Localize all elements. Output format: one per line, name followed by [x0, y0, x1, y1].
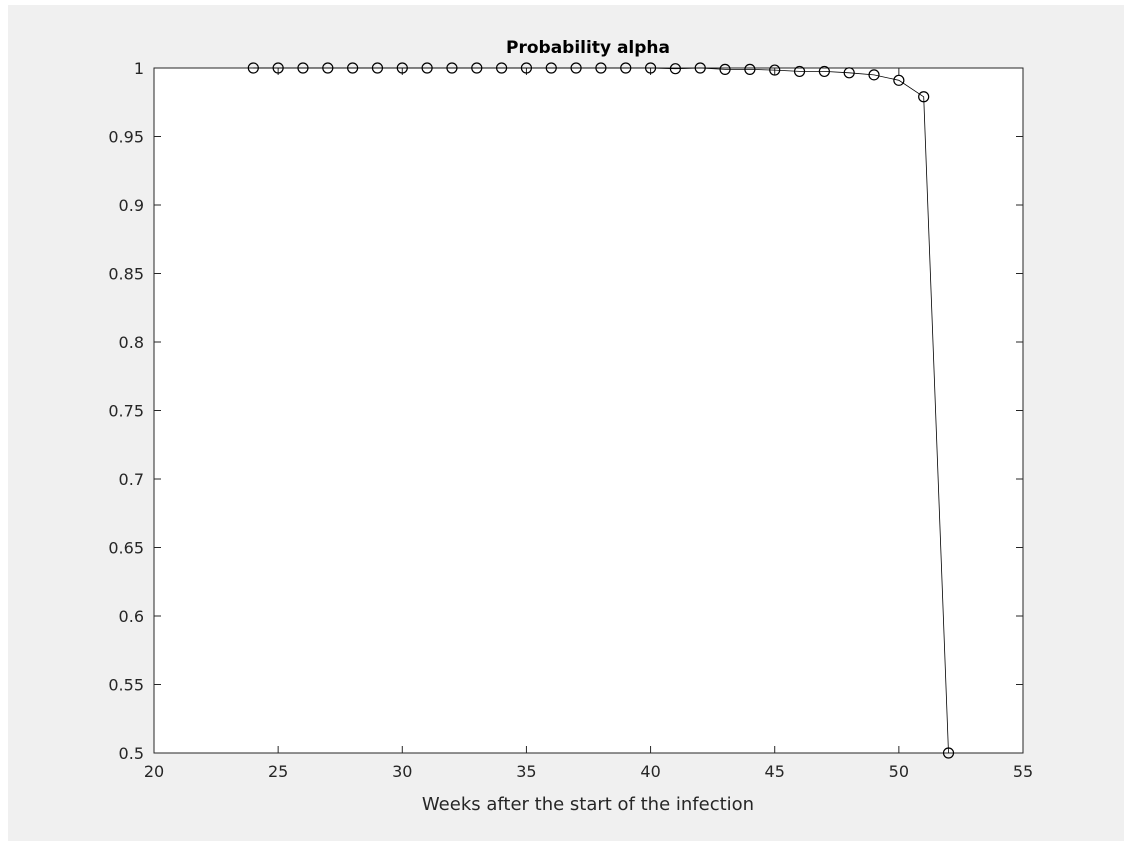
data-point-marker: [893, 74, 905, 86]
y-tick-label: 0.9: [119, 196, 144, 215]
x-tick-label: 45: [765, 762, 785, 781]
y-axis-ticks: 0.5 0.55 0.6 0.65 0.7 0.75 0.8 0.85 0.9 0.95 1: [108, 59, 1023, 763]
plot-area: [154, 68, 1023, 753]
data-point-marker: [843, 67, 855, 79]
y-tick-label: 0.7: [119, 470, 144, 489]
data-point-marker: [396, 62, 408, 74]
x-tick-label: 40: [640, 762, 660, 781]
data-point-marker: [669, 63, 682, 75]
data-point-marker: [421, 62, 433, 74]
y-tick-label: 0.85: [108, 265, 144, 284]
data-point-marker: [694, 62, 706, 74]
data-point-marker: [520, 62, 533, 74]
y-tick-label: 0.5: [119, 744, 144, 763]
data-point-marker: [620, 62, 632, 74]
chart-title: Probability alpha: [506, 38, 670, 58]
data-point-marker: [347, 62, 359, 74]
data-point-marker: [918, 91, 930, 103]
data-point-marker: [793, 65, 806, 78]
data-point-marker: [545, 62, 557, 74]
y-tick-label: 0.95: [108, 128, 144, 147]
data-point-marker: [868, 69, 880, 81]
x-tick-label: 55: [1013, 762, 1033, 781]
data-point-marker: [644, 62, 657, 74]
data-point-marker: [471, 62, 483, 74]
data-point-marker: [570, 62, 582, 74]
data-point-marker: [446, 62, 458, 74]
y-tick-label: 1: [134, 59, 144, 78]
series-line: [253, 67, 949, 754]
data-point-marker: [818, 65, 830, 78]
y-tick-label: 0.65: [108, 539, 144, 558]
x-axis-title: Weeks after the start of the infection: [422, 794, 754, 815]
data-series: [247, 62, 955, 759]
data-point-marker: [297, 62, 309, 74]
y-tick-label: 0.55: [108, 676, 144, 695]
y-tick-label: 0.8: [119, 333, 144, 352]
data-point-marker: [595, 62, 607, 74]
data-point-marker: [942, 747, 955, 759]
x-axis-ticks: 20 25 30 35 40 45 50 55: [144, 68, 1033, 781]
data-point-marker: [272, 62, 284, 74]
x-tick-label: 35: [516, 762, 536, 781]
x-tick-label: 25: [268, 762, 288, 781]
y-tick-label: 0.75: [108, 402, 144, 421]
data-point-marker: [322, 62, 334, 74]
figure-background: 20 25 30 35 40 45 50 55 0.5 0.55 0.6 0.65 0.7 0.75 0.…: [8, 5, 1124, 841]
line-chart: 20 25 30 35 40 45 50 55 0.50.550.60.650.70.750.…: [108, 38, 1033, 815]
x-tick-label: 50: [889, 762, 909, 781]
x-tick-label: 20: [144, 762, 164, 781]
x-tick-label: 30: [392, 762, 412, 781]
data-point-marker: [719, 63, 731, 75]
data-point-marker: [496, 62, 508, 74]
data-point-marker: [371, 62, 384, 74]
y-tick-label: 0.6: [119, 607, 144, 626]
data-point-marker: [744, 63, 756, 75]
data-point-marker: [247, 62, 259, 74]
data-point-marker: [769, 64, 781, 76]
